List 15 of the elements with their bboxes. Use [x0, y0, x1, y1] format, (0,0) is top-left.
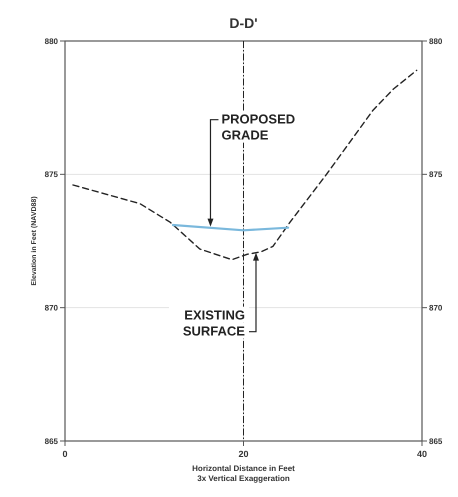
- annotation: EXISTING SURFACE: [182, 308, 246, 339]
- y-tick-label: 880: [44, 36, 59, 46]
- chart-title: D-D': [229, 15, 258, 31]
- y2-tick-label: 880: [429, 36, 443, 46]
- x-tick-label: 40: [416, 449, 428, 459]
- y2-tick-label: 865: [429, 436, 443, 446]
- x-tick-label: 20: [238, 449, 249, 459]
- x-axis-title: Horizontal Distance in Feet 3x Vertical Exaggeration: [192, 464, 296, 483]
- y-tick-label: 875: [44, 170, 59, 180]
- y2-tick-label: 870: [429, 303, 443, 312]
- y2-tick-label: 875: [429, 170, 443, 180]
- x-tick-label: 0: [62, 449, 68, 459]
- y-tick-label: 865: [44, 436, 59, 446]
- y-tick-label: 870: [44, 303, 59, 312]
- annotation: PROPOSED GRADE: [221, 112, 296, 143]
